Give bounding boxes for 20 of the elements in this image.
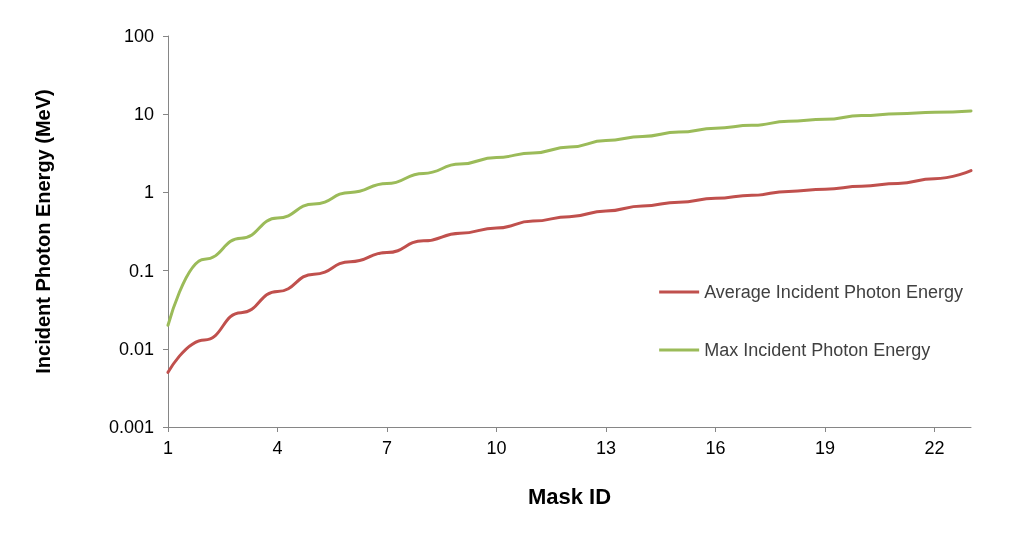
y-tick-label: 0.01 [118,338,154,359]
legend-label: Max Incident Photon Energy [704,340,931,360]
y-tick-label: 0.1 [128,260,154,281]
x-tick-label: 1 [162,438,174,458]
y-tick-label: 1 [143,182,154,203]
y-tick-label: 100 [123,26,154,46]
y-tick-label: 10 [133,104,154,125]
line-series [166,169,973,374]
x-tick-label: 13 [595,438,617,458]
x-tick-label: 22 [924,438,945,458]
legend-label: Average Incident Photon Energy [704,282,964,302]
x-tick-label: 7 [381,438,393,458]
x-tick-label: 10 [486,438,507,458]
x-axis-title: Mask ID [527,483,612,509]
x-tick-label: 4 [272,438,283,458]
line-series [166,109,973,327]
y-tick-label: 0.001 [108,417,154,437]
x-tick-label: 16 [705,438,726,458]
y-axis-title: Incident Photon Energy (MeV) [32,89,54,374]
x-tick-label: 19 [814,438,836,458]
